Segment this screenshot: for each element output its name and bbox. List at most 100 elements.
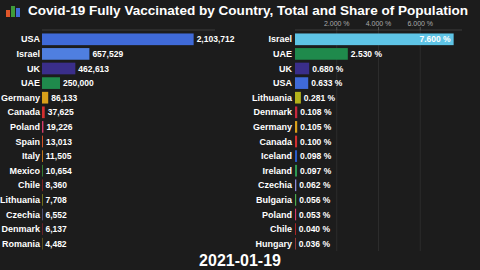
bar — [295, 150, 297, 162]
labels: USA2,103,712Israel657,529UK462,613UAE250… — [0, 34, 235, 248]
category-label: Spain — [15, 137, 40, 147]
bar — [295, 194, 296, 206]
bar — [42, 238, 43, 250]
bar — [295, 223, 296, 235]
data-label: 0.097 % — [300, 166, 332, 176]
category-label: Czechia — [6, 210, 41, 220]
tick-mark — [420, 27, 421, 30]
category-label: Chile — [270, 224, 292, 234]
category-label: Iceland — [261, 151, 292, 161]
category-label: Germany — [253, 122, 292, 132]
bar — [42, 106, 45, 118]
data-label: 11,505 — [46, 151, 72, 161]
category-label: Italy — [22, 151, 40, 161]
category-label: Canada — [259, 137, 293, 147]
bar-chart: USA2,103,712Israel657,529UK462,613UAE250… — [0, 30, 235, 250]
bar — [295, 33, 454, 45]
chart-svg: Covid-19 Fully Vaccinated by Country, To… — [0, 0, 480, 270]
category-label: Poland — [10, 122, 40, 132]
bar — [42, 179, 43, 191]
category-label: Canada — [7, 107, 41, 117]
category-label: Denmark — [253, 107, 293, 117]
bar — [295, 48, 348, 60]
bar — [295, 165, 297, 177]
data-label: 250,000 — [63, 78, 94, 88]
bar — [42, 121, 43, 133]
data-label: 10,654 — [46, 166, 72, 176]
category-label: Israel — [268, 34, 292, 44]
data-label: 0.108 % — [300, 107, 332, 117]
data-label: 0.056 % — [299, 195, 331, 205]
bar — [42, 63, 75, 75]
tick-label: 2.000 % — [324, 20, 350, 27]
data-label: 37,625 — [48, 107, 74, 117]
data-label: 19,226 — [46, 122, 72, 132]
category-label: Mexico — [9, 166, 40, 176]
bar — [42, 92, 48, 104]
data-label: 6,552 — [45, 210, 67, 220]
bar — [42, 136, 43, 148]
data-label: 0.062 % — [299, 180, 331, 190]
grid-line — [378, 30, 379, 251]
bar-chart: 2.000 %4.000 %6.000 %Israel7.600 %UAE2.5… — [252, 20, 462, 251]
bar — [295, 136, 297, 148]
bar — [295, 121, 297, 133]
data-label: 0.281 % — [304, 93, 336, 103]
data-label: 462,613 — [78, 64, 109, 74]
data-label: 657,529 — [92, 49, 123, 59]
tick-label: 4.000 % — [366, 20, 392, 27]
category-label: USA — [21, 34, 41, 44]
tick-mark — [378, 27, 379, 30]
bar — [295, 238, 296, 250]
grid-line — [420, 30, 421, 251]
bar — [42, 165, 43, 177]
data-label: 7,708 — [46, 195, 68, 205]
bar — [295, 77, 308, 89]
category-label: UK — [279, 64, 292, 74]
category-label: UAE — [21, 78, 40, 88]
logo-bar — [11, 6, 15, 17]
logo — [6, 6, 20, 17]
data-label: 2.530 % — [351, 49, 383, 59]
page: {"title": "Covid-19 Fully Vaccinated by … — [0, 0, 480, 270]
axis-line — [42, 30, 215, 31]
bar — [42, 77, 60, 89]
data-label: 0.105 % — [300, 122, 332, 132]
bar — [42, 33, 194, 45]
bar — [42, 150, 43, 162]
data-label: 0.680 % — [312, 64, 344, 74]
bars — [295, 33, 454, 249]
data-label: 86,133 — [51, 93, 77, 103]
category-label: Czechia — [258, 180, 293, 190]
tick-mark — [336, 27, 337, 30]
data-label: 0.098 % — [300, 151, 332, 161]
category-label: UAE — [273, 49, 292, 59]
data-label: 0.040 % — [299, 224, 331, 234]
category-label: UK — [27, 64, 40, 74]
category-label: Ireland — [262, 166, 292, 176]
data-label: 13,013 — [46, 137, 72, 147]
bar — [295, 106, 297, 118]
data-label: 7.600 % — [419, 34, 451, 44]
data-label: 0.053 % — [299, 210, 331, 220]
data-label: 0.633 % — [311, 78, 343, 88]
category-label: Israel — [16, 49, 40, 59]
category-label: Lithuania — [0, 195, 41, 205]
data-label: 8,360 — [46, 180, 68, 190]
category-label: Lithuania — [252, 93, 293, 103]
category-label: Germany — [1, 93, 40, 103]
data-label: 0.100 % — [300, 137, 332, 147]
bar — [295, 179, 296, 191]
bar — [42, 223, 43, 235]
title: Covid-19 Fully Vaccinated by Country, To… — [28, 4, 468, 18]
category-label: Poland — [262, 210, 292, 220]
bar — [295, 209, 296, 221]
bar — [295, 92, 301, 104]
category-label: Romania — [2, 239, 41, 249]
logo-bar — [6, 10, 10, 17]
logo-bar — [16, 8, 20, 17]
category-label: Chile — [18, 180, 40, 190]
bars — [42, 33, 194, 249]
bar — [42, 48, 89, 60]
category-label: USA — [273, 78, 293, 88]
